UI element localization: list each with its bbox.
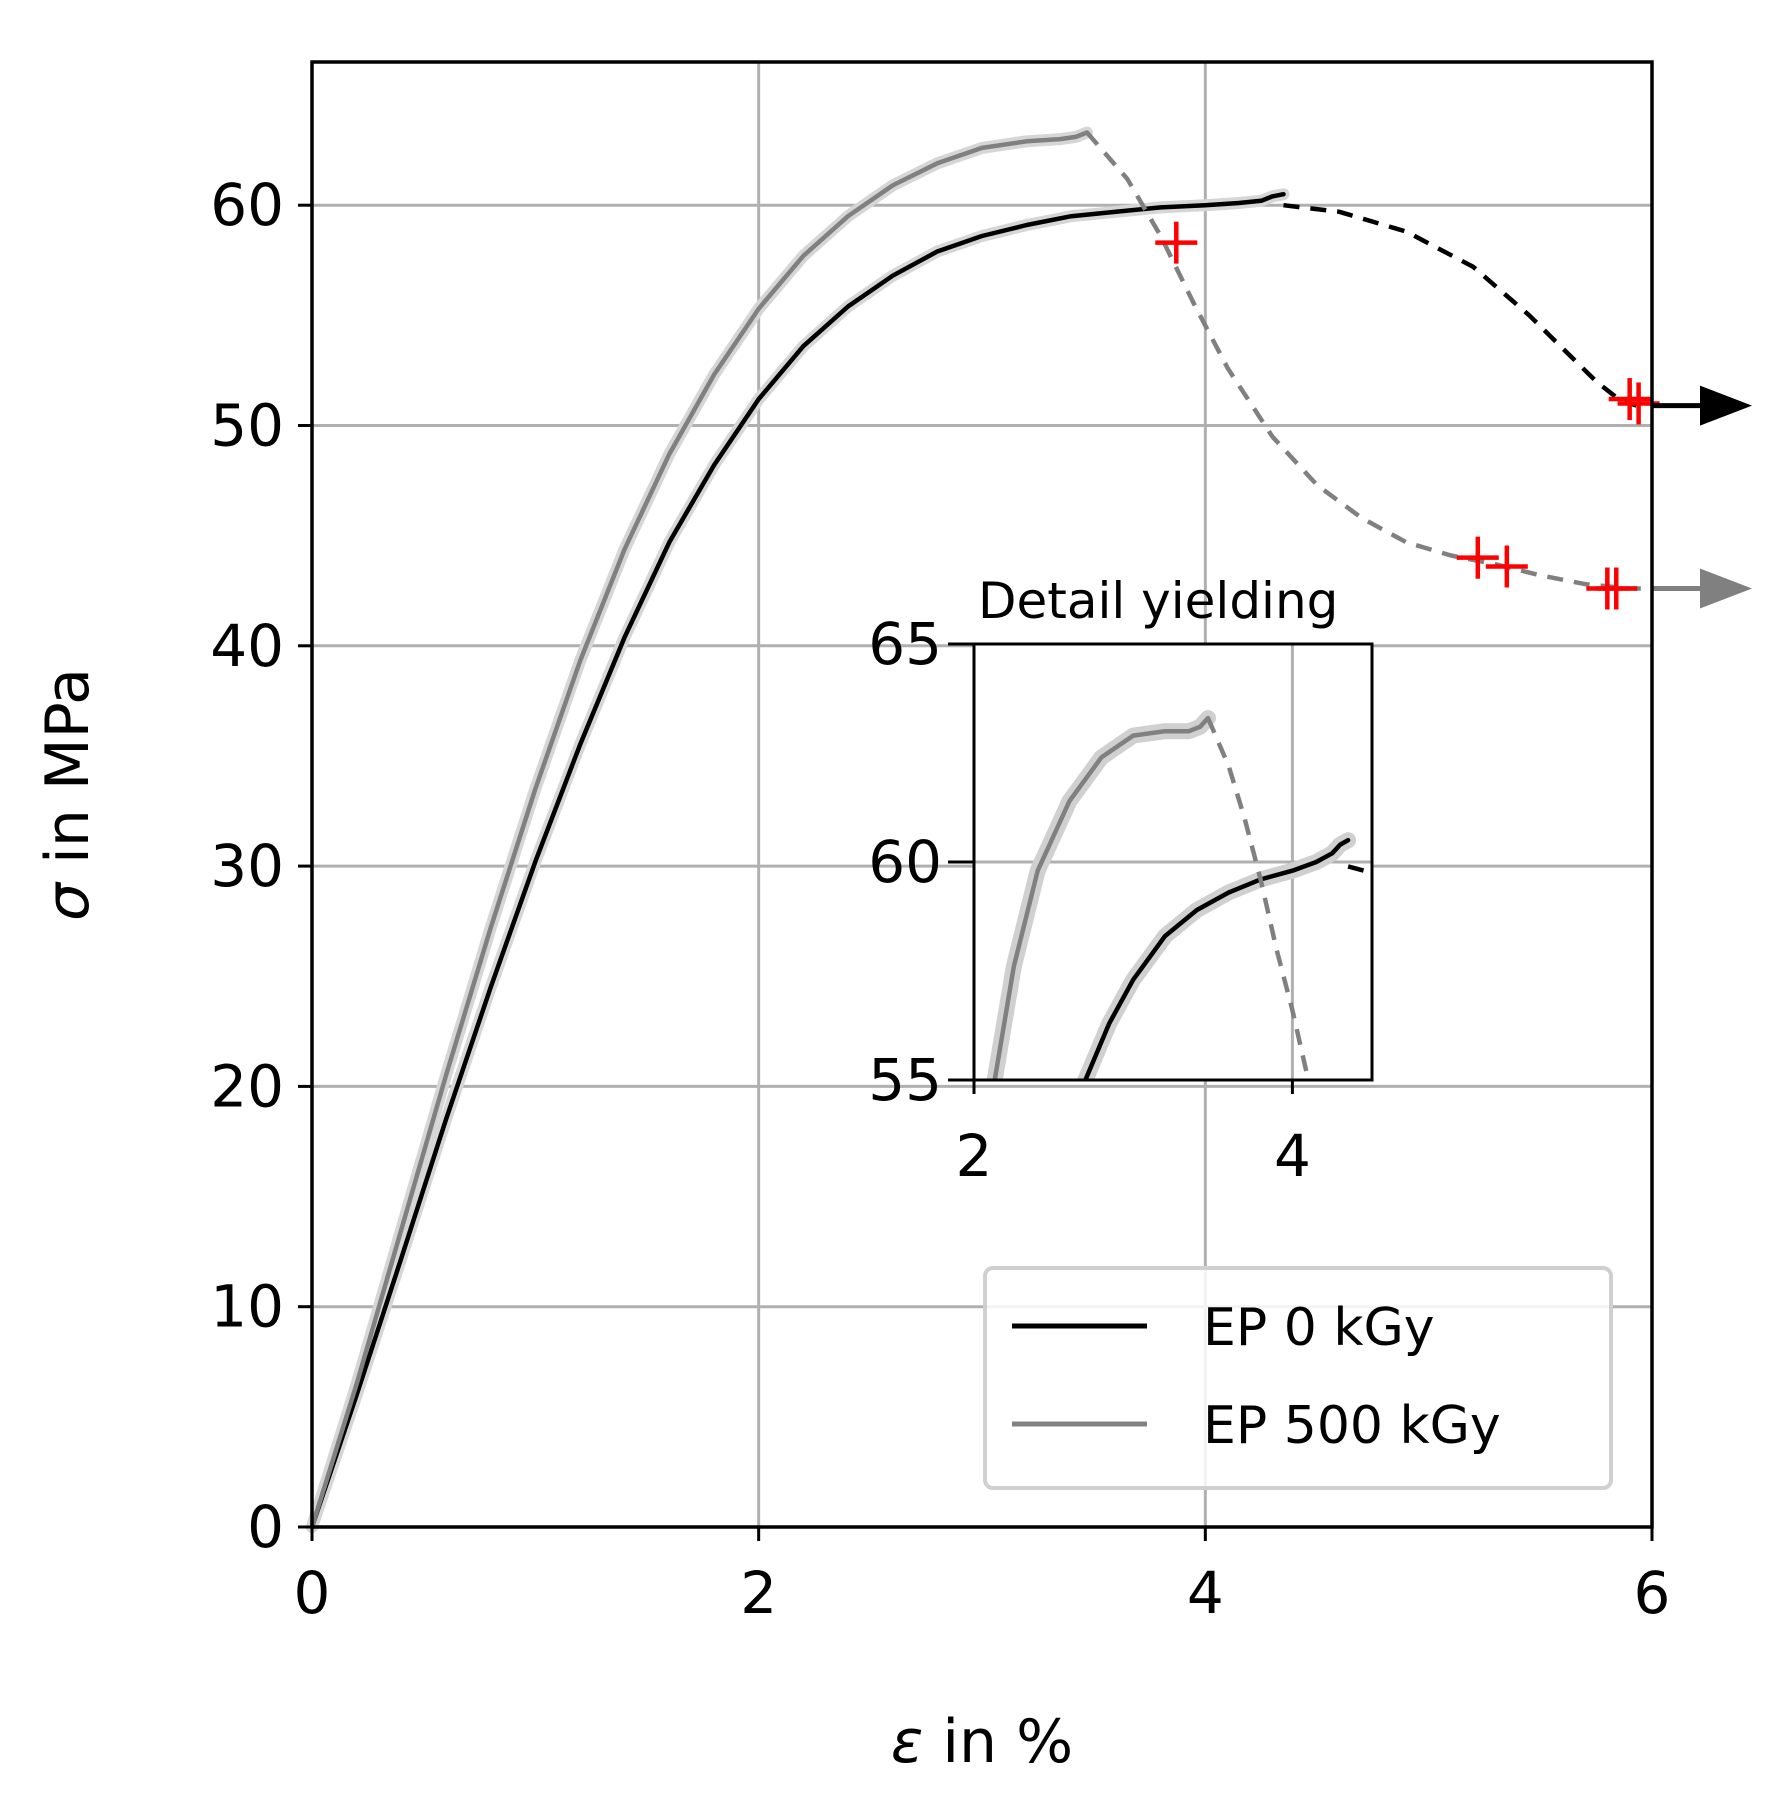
inset-dashed-line: [1347, 864, 1372, 878]
legend: EP 0 kGy EP 500 kGy: [983, 1266, 1613, 1490]
inset-title: Detail yielding: [978, 572, 1338, 630]
continuation-arrow: [1652, 385, 1752, 426]
x-tick-label: 0: [294, 1559, 331, 1627]
inset-x-tick-label: 2: [956, 1122, 993, 1190]
legend-entry: EP 0 kGy: [1012, 1298, 1435, 1358]
main-plot-frame: [310, 60, 1654, 1529]
y-axis-unit-text: in MPa: [33, 668, 103, 883]
continuation-arrow: [1652, 568, 1752, 609]
series-band: [306, 126, 1093, 1533]
y-tick-label: 30: [210, 832, 284, 900]
legend-label: EP 0 kGy: [1203, 1298, 1435, 1358]
inset-y-tick-label: 65: [868, 610, 942, 678]
series-arrows: [1652, 385, 1752, 609]
y-tick-label: 40: [210, 612, 284, 680]
y-axis-symbol: σ: [33, 881, 103, 921]
x-tick-label: 4: [1187, 1559, 1224, 1627]
main-series-lines: [306, 126, 1641, 1533]
legend-label: EP 500 kGy: [1203, 1396, 1501, 1456]
x-tick-label: 2: [740, 1559, 777, 1627]
break-marker: [1485, 545, 1528, 588]
inset-series-line: [1083, 837, 1351, 1080]
inset-dashed-line: [1205, 717, 1311, 1080]
inset-series-line: [992, 715, 1211, 1080]
break-marker: [1456, 536, 1499, 579]
inset-x-tick-label: 4: [1274, 1122, 1311, 1190]
series-line: [309, 130, 1090, 1530]
legend-entry: EP 500 kGy: [1012, 1396, 1501, 1456]
inset-ticks: 2 4 55 60 65: [868, 610, 1311, 1190]
inset-series-lines: [986, 710, 1372, 1080]
inset-y-tick-label: 55: [868, 1046, 942, 1114]
x-axis-unit-text: in %: [923, 1707, 1073, 1777]
break-marker: [1608, 378, 1651, 421]
x-axis-symbol: ε: [891, 1707, 923, 1777]
x-tick-label: 6: [1634, 1559, 1671, 1627]
series-line: [309, 191, 1286, 1530]
y-axis-label: σ in MPa: [33, 668, 103, 921]
y-tick-label: 0: [247, 1493, 284, 1561]
y-tick-label: 50: [210, 391, 284, 459]
y-tick-label: 20: [210, 1052, 284, 1120]
break-markers: [1155, 221, 1660, 610]
inset-y-tick-label: 60: [868, 828, 942, 896]
break-marker: [1155, 221, 1198, 264]
legend-box: [983, 1266, 1613, 1490]
dashed-series-line: [1085, 131, 1641, 591]
y-tick-label: 10: [210, 1273, 284, 1341]
y-tick-label: 60: [210, 171, 284, 239]
x-axis-label: ε in %: [891, 1707, 1073, 1777]
dashed-series-line: [1283, 202, 1638, 408]
break-marker: [1595, 567, 1638, 610]
